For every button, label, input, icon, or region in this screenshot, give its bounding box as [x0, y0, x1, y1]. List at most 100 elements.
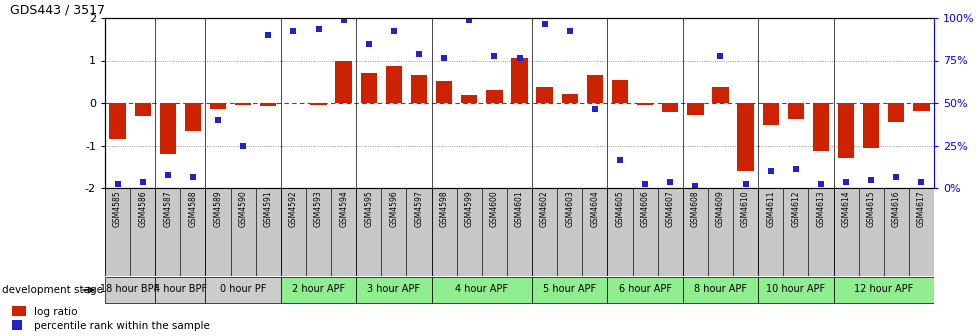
Bar: [205, 278, 281, 303]
Bar: [637, 103, 652, 105]
Bar: [235, 103, 251, 105]
Bar: [486, 90, 502, 103]
Text: GSM4593: GSM4593: [314, 191, 323, 227]
Text: GSM4606: GSM4606: [640, 191, 649, 227]
Point: [863, 177, 878, 182]
Point: [411, 51, 426, 57]
Bar: [185, 103, 200, 131]
Bar: [556, 188, 582, 276]
Bar: [611, 80, 628, 103]
Bar: [586, 75, 602, 103]
Bar: [435, 81, 452, 103]
Point: [662, 179, 678, 184]
Point: [637, 181, 652, 186]
Bar: [908, 188, 933, 276]
Text: 6 hour APF: 6 hour APF: [618, 285, 671, 294]
Point: [536, 22, 552, 27]
Bar: [310, 103, 327, 105]
Bar: [281, 188, 306, 276]
Bar: [511, 58, 527, 103]
Point: [712, 53, 728, 59]
Point: [385, 28, 401, 34]
Point: [436, 56, 452, 61]
Point: [185, 175, 200, 180]
Text: GSM4604: GSM4604: [590, 191, 599, 227]
Bar: [260, 103, 276, 107]
Bar: [757, 278, 832, 303]
Bar: [156, 188, 180, 276]
Bar: [456, 188, 481, 276]
Bar: [156, 278, 205, 303]
Text: GSM4600: GSM4600: [489, 191, 499, 227]
Bar: [661, 103, 678, 112]
Point: [837, 179, 853, 184]
Point: [737, 181, 753, 186]
Bar: [531, 278, 606, 303]
Text: 2 hour APF: 2 hour APF: [291, 285, 344, 294]
Bar: [110, 103, 125, 139]
Point: [135, 179, 151, 184]
Text: GSM4595: GSM4595: [364, 191, 373, 227]
Bar: [335, 60, 351, 103]
Bar: [912, 103, 929, 111]
Point: [762, 168, 778, 174]
Point: [561, 28, 577, 34]
Text: 3 hour APF: 3 hour APF: [367, 285, 420, 294]
Bar: [411, 75, 426, 103]
Point: [210, 117, 226, 123]
Text: GSM4585: GSM4585: [112, 191, 122, 227]
Text: 12 hour APF: 12 hour APF: [853, 285, 912, 294]
Bar: [531, 188, 556, 276]
Bar: [536, 87, 553, 103]
Bar: [582, 188, 606, 276]
Text: GSM4614: GSM4614: [841, 191, 850, 227]
Text: GSM4602: GSM4602: [540, 191, 549, 227]
Text: 5 hour APF: 5 hour APF: [543, 285, 596, 294]
Point: [310, 26, 326, 31]
Text: GSM4603: GSM4603: [564, 191, 574, 227]
Text: 18 hour BPF: 18 hour BPF: [101, 285, 159, 294]
Point: [159, 173, 175, 178]
Bar: [134, 103, 151, 116]
Text: GSM4598: GSM4598: [439, 191, 448, 227]
Bar: [757, 188, 782, 276]
Bar: [356, 278, 431, 303]
Bar: [812, 103, 828, 151]
Bar: [762, 103, 778, 125]
Text: GSM4605: GSM4605: [615, 191, 624, 227]
Bar: [281, 278, 356, 303]
Text: 10 hour APF: 10 hour APF: [766, 285, 824, 294]
Point: [461, 17, 476, 23]
Bar: [105, 278, 156, 303]
Bar: [431, 278, 531, 303]
Bar: [782, 188, 808, 276]
Point: [587, 107, 602, 112]
Text: GSM4596: GSM4596: [389, 191, 398, 227]
Bar: [808, 188, 832, 276]
Bar: [12, 320, 22, 330]
Bar: [159, 103, 176, 154]
Point: [286, 28, 301, 34]
Text: GSM4591: GSM4591: [263, 191, 273, 227]
Text: GSM4588: GSM4588: [188, 191, 198, 227]
Bar: [406, 188, 431, 276]
Bar: [561, 94, 577, 103]
Bar: [331, 188, 356, 276]
Text: GSM4594: GSM4594: [338, 191, 348, 227]
Bar: [255, 188, 281, 276]
Text: GSM4610: GSM4610: [740, 191, 749, 227]
Bar: [356, 188, 381, 276]
Text: development stage: development stage: [2, 285, 103, 295]
Point: [110, 181, 125, 186]
Text: GSM4607: GSM4607: [665, 191, 674, 227]
Bar: [385, 66, 402, 103]
Point: [235, 143, 250, 148]
Text: GSM4590: GSM4590: [239, 191, 247, 227]
Text: 4 hour BPF: 4 hour BPF: [154, 285, 206, 294]
Bar: [205, 188, 231, 276]
Bar: [707, 188, 733, 276]
Text: GSM4589: GSM4589: [213, 191, 222, 227]
Text: GSM4611: GSM4611: [766, 191, 775, 227]
Text: GSM4586: GSM4586: [138, 191, 147, 227]
Point: [888, 175, 904, 180]
